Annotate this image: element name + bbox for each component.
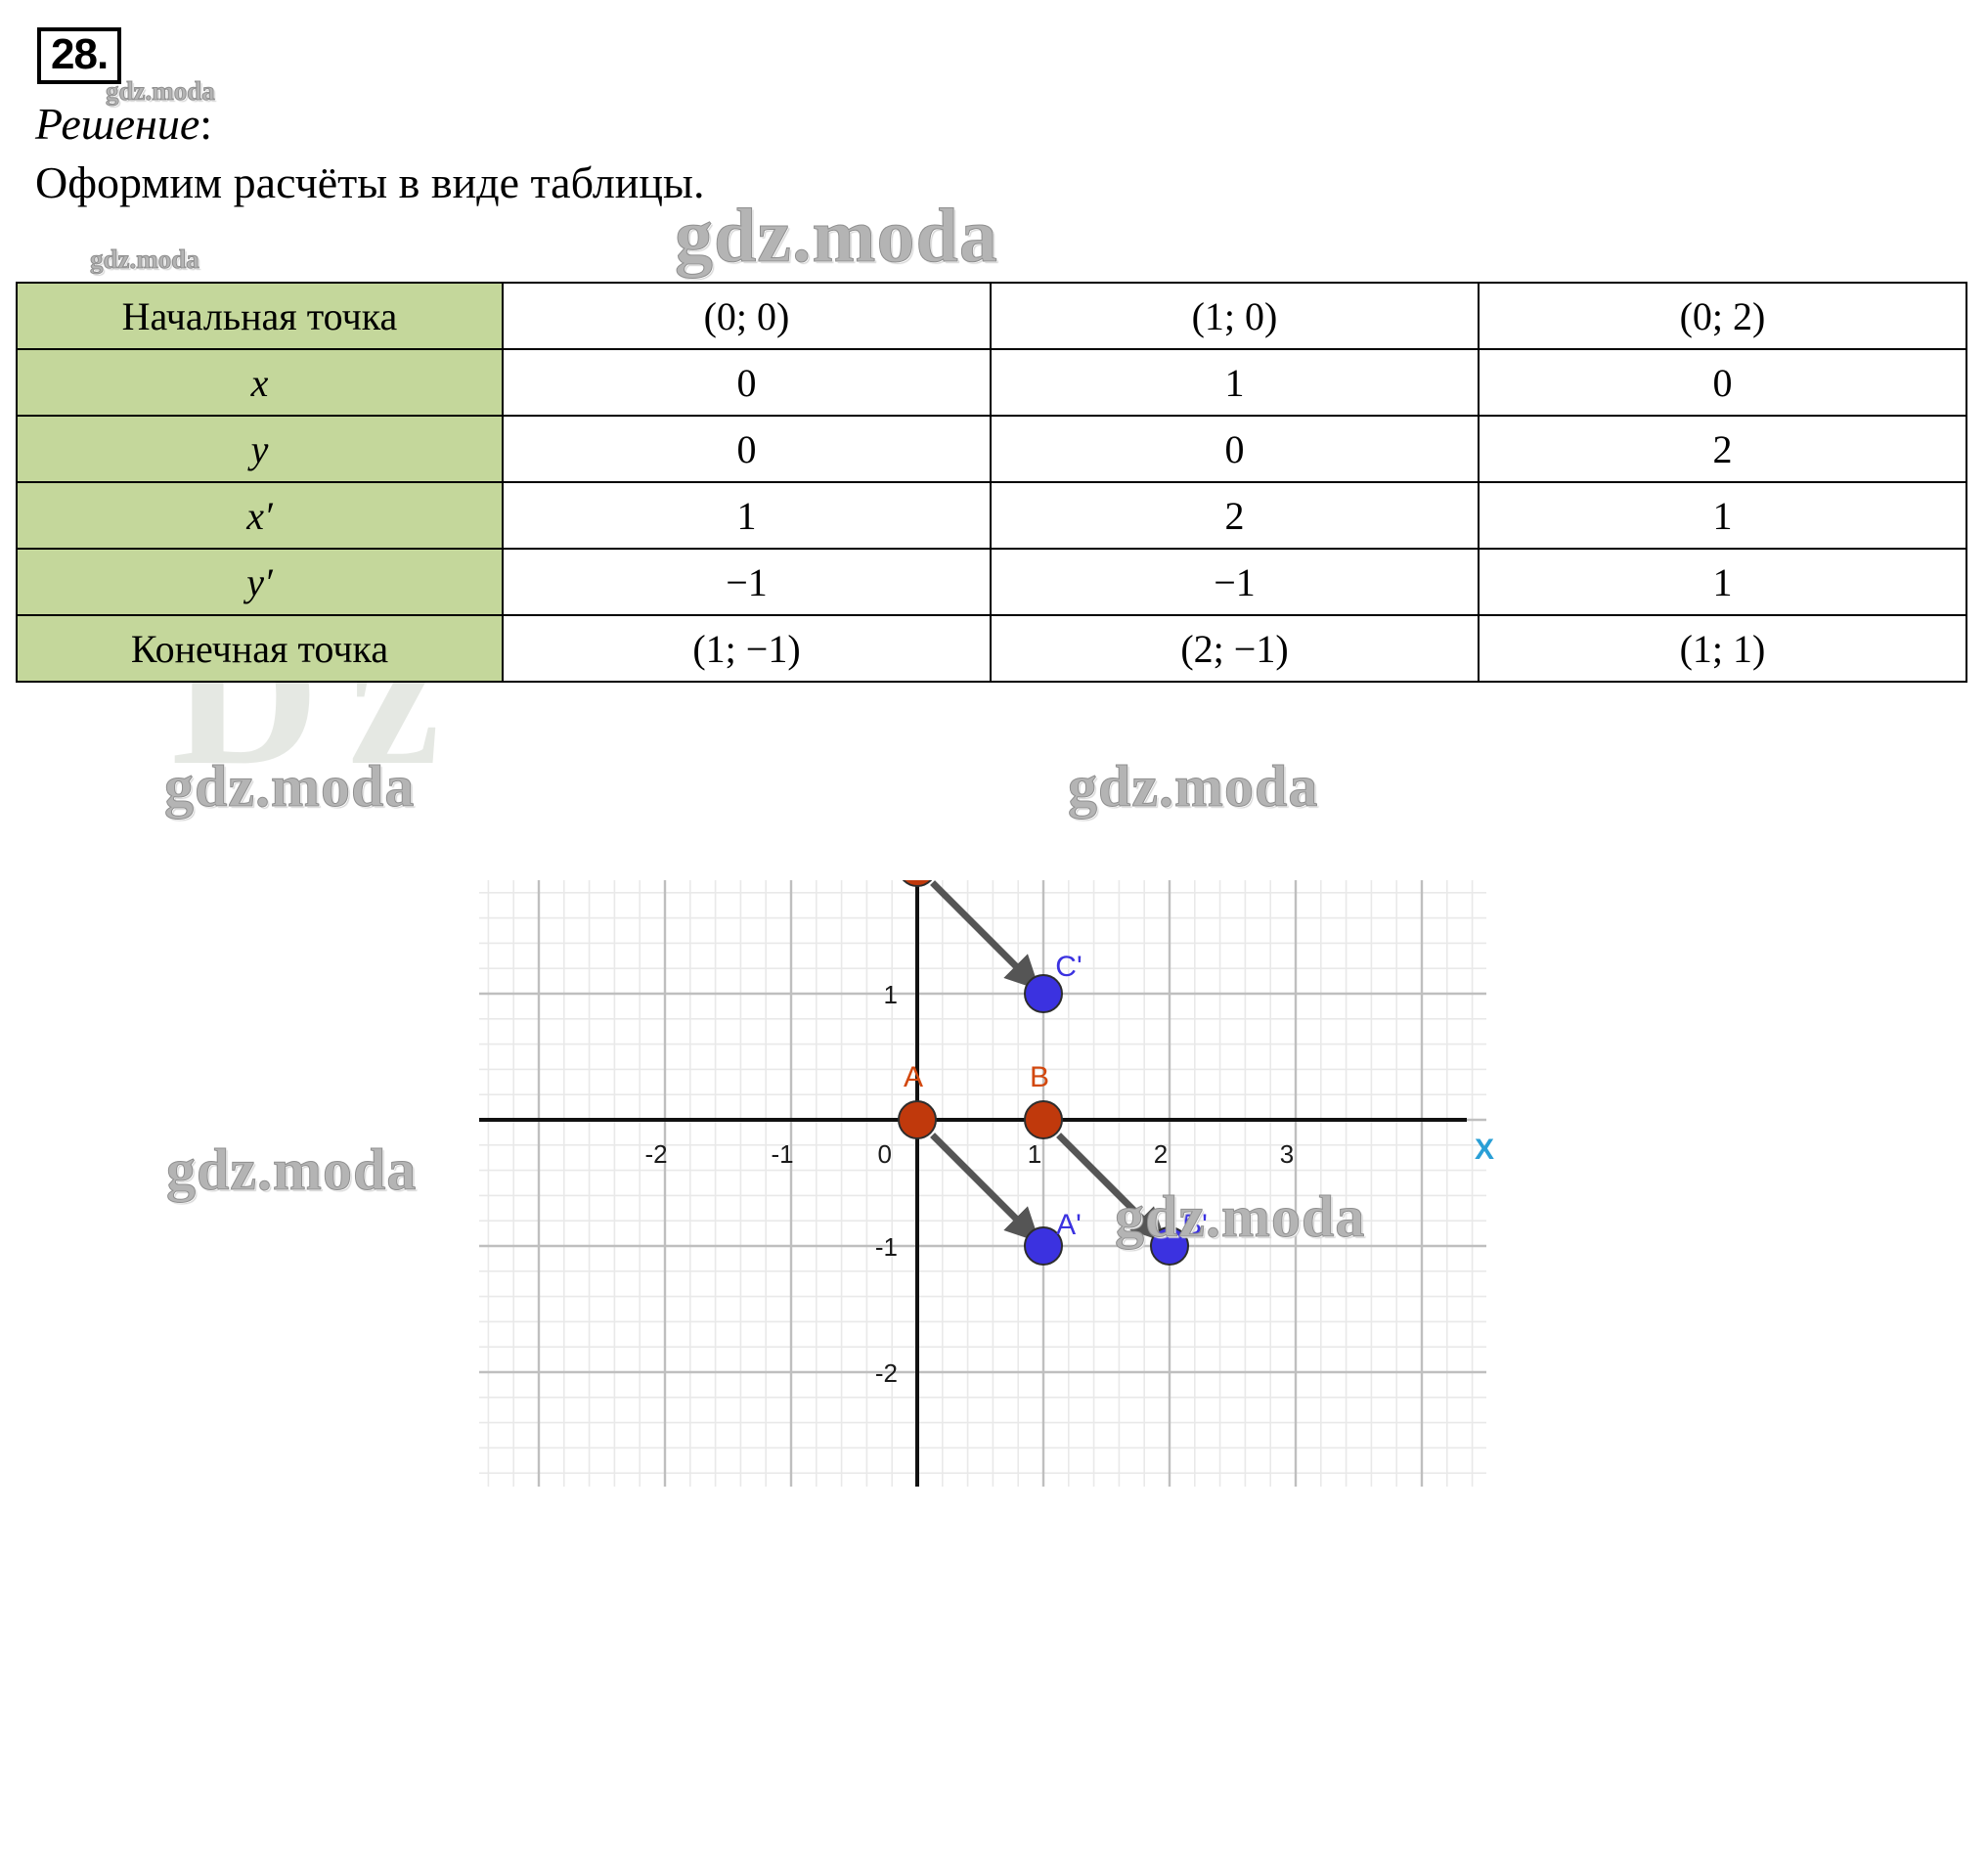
axis-lines (479, 880, 1467, 1487)
point-label: B' (1182, 1209, 1208, 1241)
table-row: Начальная точка (0; 0) (1; 0) (0; 2) (16, 282, 1967, 350)
table-cell: −1 (502, 548, 992, 616)
watermark-logo: gdz.moda (90, 245, 200, 275)
y-tick-label: -2 (875, 1358, 898, 1388)
table-cell: 0 (1478, 348, 1967, 417)
point-label: A' (1056, 1209, 1082, 1241)
coordinate-plane-figure: -2-10123321-1-2 ABCA'B'C' X Y (0, 880, 1988, 1868)
point-label: B (1030, 1061, 1049, 1093)
plot-point (1024, 1100, 1063, 1139)
table-cell: 0 (502, 348, 992, 417)
table-cell: 1 (990, 348, 1480, 417)
table-row-header: Начальная точка (16, 282, 504, 350)
y-tick-label: 1 (884, 980, 898, 1009)
table-cell: (1; −1) (502, 614, 992, 683)
table-cell: 2 (990, 481, 1480, 550)
point-label: A (904, 1061, 923, 1093)
plot-point (902, 880, 933, 887)
table-row: Конечная точка (1; −1) (2; −1) (1; 1) (16, 614, 1967, 683)
table-row: x′ 1 2 1 (16, 481, 1967, 550)
translation-vectors (930, 880, 1167, 1243)
exercise-number-badge: 28. (37, 27, 122, 84)
plot-point (1024, 974, 1063, 1013)
table-cell: 0 (990, 415, 1480, 483)
x-tick-label: 0 (878, 1139, 892, 1169)
table-cell: (0; 2) (1478, 282, 1967, 350)
plot-point (1150, 1226, 1189, 1266)
calculation-table: Начальная точка (0; 0) (1; 0) (0; 2) x 0 1 0 y 0 0… (16, 282, 1967, 683)
axis-tick-labels: -2-10123321-1-2 (644, 880, 1294, 1388)
solution-word: Решение (35, 99, 200, 149)
watermark-logo: gdz.moda (163, 754, 416, 820)
plot-point (898, 1100, 937, 1139)
table-cell: (2; −1) (990, 614, 1480, 683)
table-row: y′ −1 −1 1 (16, 548, 1967, 616)
translation-arrow (930, 880, 1040, 991)
table-row-header: x′ (16, 481, 504, 550)
x-tick-label: 3 (1280, 1139, 1294, 1169)
y-tick-label: 2 (884, 880, 898, 883)
point-labels: ABCA'B'C' (904, 951, 1208, 1241)
x-axis-label: X (1475, 1134, 1494, 1166)
intro-text: Оформим расчёты в виде таблицы. (35, 157, 705, 207)
translation-arrow (930, 1133, 1040, 1243)
plotted-points (898, 880, 1189, 1266)
watermark-logo: gdz.moda (675, 193, 998, 279)
solution-heading: Решение: (35, 98, 212, 150)
x-tick-label: -1 (771, 1139, 793, 1169)
translation-arrow (1056, 1133, 1167, 1243)
table-cell: (0; 0) (502, 282, 992, 350)
table-cell: 2 (1478, 415, 1967, 483)
table-cell: 1 (1478, 548, 1967, 616)
table-cell: (1; 1) (1478, 614, 1967, 683)
x-tick-label: 2 (1154, 1139, 1168, 1169)
table-cell: 0 (502, 415, 992, 483)
plot-point (1024, 1226, 1063, 1266)
table-row-header: y′ (16, 548, 504, 616)
y-tick-label: -1 (875, 1232, 898, 1262)
x-tick-label: -2 (644, 1139, 667, 1169)
table-row-header: Конечная точка (16, 614, 504, 683)
point-label: C' (1055, 951, 1082, 983)
solution-colon: : (199, 99, 213, 149)
x-tick-label: 1 (1028, 1139, 1041, 1169)
table-cell: 1 (1478, 481, 1967, 550)
table-row-header: y (16, 415, 504, 483)
table-cell: (1; 0) (990, 282, 1480, 350)
table-row-header: x (16, 348, 504, 417)
table-cell: 1 (502, 481, 992, 550)
watermark-logo: gdz.moda (1067, 754, 1319, 820)
table-cell: −1 (990, 548, 1480, 616)
